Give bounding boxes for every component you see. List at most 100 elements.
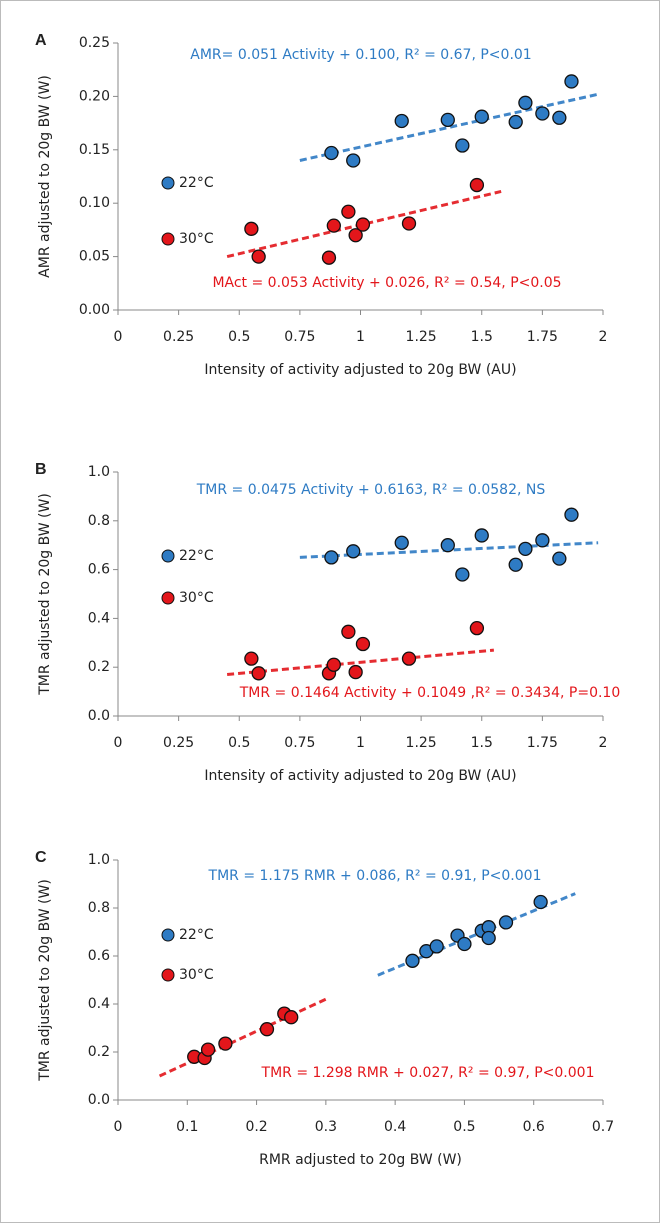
data-point [508, 114, 523, 130]
data-point [251, 249, 266, 264]
data-point [200, 1042, 216, 1057]
equation: TMR = 0.0475 Activity + 0.6163, R² = 0.0… [196, 482, 546, 498]
legend-marker [161, 968, 175, 982]
data-point [564, 507, 579, 522]
y-tick-label: 0.0 [88, 708, 110, 724]
x-tick-label: 1.25 [406, 329, 437, 345]
data-point [244, 221, 259, 236]
x-tick-label: 0.1 [176, 1119, 198, 1135]
x-tick-label: 1.5 [471, 329, 493, 345]
data-point [348, 664, 363, 680]
data-point [251, 666, 266, 681]
y-tick-label: 0.6 [88, 562, 110, 578]
x-tick-label: 1.75 [527, 735, 558, 751]
data-point [405, 953, 420, 968]
panel-letter: A [35, 32, 47, 49]
equation: TMR = 1.298 RMR + 0.027, R² = 0.97, P<0.… [261, 1065, 595, 1081]
data-point [401, 651, 417, 666]
data-point [481, 930, 496, 946]
data-point [348, 228, 363, 243]
data-point [326, 218, 341, 233]
data-point [284, 1010, 299, 1025]
legend-label: 30°C [179, 967, 214, 983]
data-point [259, 1022, 275, 1037]
x-tick-label: 0.5 [228, 329, 250, 345]
legend-label: 30°C [179, 590, 214, 606]
y-tick-label: 0.15 [79, 142, 110, 158]
legend-marker [161, 591, 175, 605]
x-tick-label: 0.5 [228, 735, 250, 751]
x-tick-label: 0.2 [245, 1119, 267, 1135]
x-tick-label: 2 [599, 735, 608, 751]
data-point [474, 528, 489, 543]
x-tick-label: 0.25 [163, 735, 194, 751]
y-axis-title: AMR adjusted to 20g BW (W) [37, 75, 53, 278]
equation: TMR = 0.1464 Activity + 0.1049 ,R² = 0.3… [239, 685, 621, 701]
legend-marker [161, 549, 175, 563]
panel-letter: B [35, 461, 47, 478]
y-tick-label: 0.2 [88, 659, 110, 675]
data-point [324, 550, 339, 565]
data-point [508, 557, 523, 572]
y-tick-label: 0.8 [88, 900, 110, 916]
y-axis-title: TMR adjusted to 20g BW (W) [37, 879, 53, 1082]
y-tick-label: 0.0 [88, 1092, 110, 1108]
legend-marker [161, 232, 175, 246]
data-point [498, 915, 514, 930]
y-tick-label: 0.25 [79, 35, 110, 51]
data-point [401, 216, 417, 231]
data-point [535, 533, 550, 548]
x-tick-label: 1 [356, 735, 365, 751]
y-tick-label: 0.2 [88, 1044, 110, 1060]
x-axis-title: RMR adjusted to 20g BW (W) [259, 1152, 462, 1168]
data-point [533, 894, 548, 910]
data-point [324, 145, 339, 161]
data-point [455, 567, 470, 582]
data-point [218, 1036, 233, 1051]
legend-marker [161, 928, 175, 942]
data-point [457, 936, 472, 952]
data-point [564, 74, 579, 89]
x-tick-label: 0 [114, 735, 123, 751]
x-tick-label: 1.5 [471, 735, 493, 751]
y-tick-label: 0.4 [88, 610, 110, 626]
data-point [535, 106, 550, 121]
y-tick-label: 1.0 [88, 464, 110, 480]
y-tick-label: 0.4 [88, 996, 110, 1012]
x-tick-label: 1.25 [406, 735, 437, 751]
trend-line [226, 648, 495, 677]
data-point [341, 624, 356, 639]
legend-marker [161, 176, 175, 190]
data-point [429, 939, 444, 954]
equation: MAct = 0.053 Activity + 0.026, R² = 0.54… [212, 275, 561, 291]
equation: AMR= 0.051 Activity + 0.100, R² = 0.67, … [190, 47, 531, 63]
x-tick-label: 0.75 [284, 329, 315, 345]
y-axis-title: TMR adjusted to 20g BW (W) [37, 493, 53, 696]
x-tick-label: 0.5 [453, 1119, 475, 1135]
x-tick-label: 0 [114, 1119, 123, 1135]
data-point [355, 217, 371, 232]
data-point [440, 112, 455, 128]
data-point [469, 177, 485, 193]
x-tick-label: 1 [356, 329, 365, 345]
x-axis-title: Intensity of activity adjusted to 20g BW… [204, 362, 516, 378]
panel-letter: C [35, 849, 47, 866]
data-point [552, 551, 567, 566]
data-point [394, 113, 409, 129]
data-point [552, 110, 567, 125]
x-tick-label: 0.4 [384, 1119, 406, 1135]
data-point [341, 204, 356, 219]
data-point [455, 138, 470, 153]
y-tick-label: 1.0 [88, 852, 110, 868]
y-tick-label: 0.20 [79, 88, 110, 104]
y-tick-label: 0.6 [88, 948, 110, 964]
x-tick-label: 2 [599, 329, 608, 345]
x-tick-label: 1.75 [527, 329, 558, 345]
data-point [469, 621, 485, 636]
data-point [518, 541, 533, 557]
trend-line [158, 997, 327, 1078]
legend-label: 30°C [179, 231, 214, 247]
trend-line [226, 189, 502, 259]
